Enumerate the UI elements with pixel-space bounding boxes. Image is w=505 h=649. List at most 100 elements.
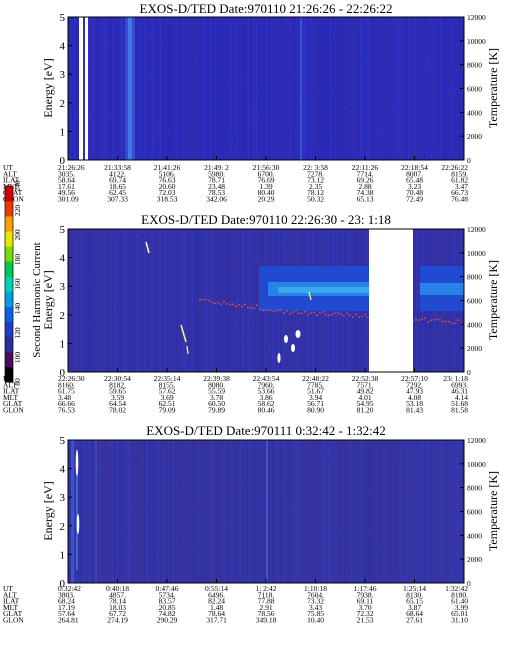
spectrogram-speck bbox=[376, 550, 378, 554]
spectrogram-column bbox=[440, 17, 441, 160]
spectrogram-column bbox=[180, 440, 181, 583]
ephemeris-cell: 7571. bbox=[357, 380, 374, 389]
spectrogram-column bbox=[188, 17, 189, 160]
spectrogram-column bbox=[84, 440, 85, 583]
spectrogram-column bbox=[120, 229, 121, 372]
spectrogram-speck bbox=[146, 473, 148, 476]
spectrogram-column bbox=[368, 17, 369, 160]
panel-3-yticks: 0 1 2 3 4 5 bbox=[60, 435, 465, 590]
spectrogram-column bbox=[216, 229, 217, 372]
spectrogram-speck bbox=[351, 575, 353, 579]
spectrogram-speck bbox=[232, 480, 234, 484]
spectrogram-column bbox=[182, 229, 183, 372]
panel-2-temperature-trace bbox=[199, 298, 462, 325]
spectrogram-speck bbox=[261, 263, 263, 266]
ephemeris-cell: 307.33 bbox=[107, 195, 128, 204]
spectrogram-column bbox=[396, 440, 397, 583]
spectrogram-column bbox=[376, 17, 377, 160]
spectrogram-column bbox=[164, 440, 165, 583]
spectrogram-column bbox=[78, 440, 79, 583]
spectrogram-speck bbox=[389, 551, 391, 553]
spectrogram-column bbox=[298, 440, 299, 583]
spectrogram-speck bbox=[231, 140, 233, 144]
spectrogram-column bbox=[190, 440, 191, 583]
spectrogram-column bbox=[276, 17, 277, 160]
spectrogram-speck bbox=[324, 557, 326, 560]
spectrogram-column bbox=[198, 229, 199, 372]
spectrogram-column bbox=[202, 17, 203, 160]
trace-dot bbox=[457, 319, 459, 321]
spectrogram-speck bbox=[293, 33, 295, 37]
spectrogram-column bbox=[406, 17, 407, 160]
spectrogram-column bbox=[434, 440, 435, 583]
ephemeris-cell: 68.24 bbox=[58, 597, 75, 606]
spectrogram-column bbox=[302, 440, 303, 583]
spectrogram-column bbox=[204, 17, 205, 160]
ephemeris-cell: 1:17:46 bbox=[354, 584, 377, 593]
spectrogram-speck bbox=[353, 136, 355, 141]
ephemeris-cell: 6700. bbox=[258, 169, 275, 178]
spectrogram-speck bbox=[220, 32, 222, 35]
trace-dot bbox=[232, 303, 234, 306]
spectrogram-column bbox=[94, 440, 95, 583]
ytick-right-label: 12000 bbox=[467, 13, 486, 22]
panel-1-ephemeris: UTALTILATMLTGLATGLON21:26:263035.58.6417… bbox=[3, 163, 468, 204]
spectrogram-column bbox=[402, 17, 403, 160]
ytick-label: 1 bbox=[60, 126, 66, 138]
panel-2-band-1-peak bbox=[278, 287, 369, 293]
spectrogram-column bbox=[350, 17, 351, 160]
spectrogram-column bbox=[108, 17, 109, 160]
ytick-right-label: 8000 bbox=[467, 61, 482, 70]
spectrogram-column bbox=[158, 229, 159, 372]
spectrogram-speck bbox=[255, 259, 257, 263]
ephemeris-cell: 74.38 bbox=[357, 188, 374, 197]
spectrogram-speck bbox=[318, 136, 320, 139]
spectrogram-column bbox=[382, 440, 383, 583]
panel-2-mark-7 bbox=[277, 353, 281, 363]
spectrogram-column bbox=[378, 440, 379, 583]
panel-2-gap bbox=[369, 229, 413, 372]
spectrogram-column bbox=[200, 17, 201, 160]
spectrogram-speck bbox=[97, 354, 99, 357]
spectrogram-column bbox=[204, 440, 205, 583]
spectrogram-column bbox=[298, 17, 299, 160]
ephemeris-cell: 74.82 bbox=[159, 609, 176, 618]
panel-3-ylabel-right: Temperature [K] bbox=[486, 471, 500, 551]
spectrogram-speck bbox=[251, 240, 253, 244]
spectrogram-column bbox=[390, 440, 391, 583]
spectrogram-column bbox=[156, 229, 157, 372]
spectrogram-column bbox=[446, 17, 447, 160]
spectrogram-column bbox=[374, 17, 375, 160]
ephemeris-cell: 21:49: 2 bbox=[204, 163, 229, 172]
panel-1-gap-2 bbox=[85, 17, 88, 160]
spectrogram-column bbox=[322, 17, 323, 160]
spectrogram-column bbox=[164, 229, 165, 372]
ephemeris-cell: 57.62 bbox=[159, 387, 176, 396]
panel-2-mark-6 bbox=[291, 344, 295, 352]
spectrogram-speck bbox=[345, 119, 347, 122]
spectrogram-column bbox=[122, 17, 123, 160]
panel-2-mark-4 bbox=[295, 330, 301, 338]
spectrogram-column bbox=[266, 17, 267, 160]
ytick-label: 2 bbox=[60, 521, 66, 533]
panel-1-gap-1 bbox=[79, 17, 83, 160]
ephemeris-cell: 22:48:22 bbox=[302, 374, 329, 383]
spectrogram-column bbox=[118, 17, 119, 160]
ephemeris-cell: 1: 2:42 bbox=[255, 584, 276, 593]
spectrogram-speck bbox=[149, 73, 151, 77]
ephemeris-cell: 79.89 bbox=[208, 406, 225, 415]
spectrogram-column bbox=[216, 17, 217, 160]
spectrogram-column bbox=[138, 17, 139, 160]
ephemeris-cell: 23.48 bbox=[208, 182, 225, 191]
spectrogram-column bbox=[72, 17, 73, 160]
spectrogram-column bbox=[136, 17, 137, 160]
spectrogram-speck bbox=[235, 320, 237, 324]
spectrogram-column bbox=[124, 229, 125, 372]
spectrogram-column bbox=[270, 440, 271, 583]
spectrogram-speck bbox=[197, 156, 199, 160]
spectrogram-column bbox=[76, 229, 77, 372]
ephemeris-row-label: ALT bbox=[3, 169, 17, 178]
trace-dot bbox=[334, 312, 336, 314]
ytick-label: 2 bbox=[60, 310, 66, 322]
spectrogram-column bbox=[322, 440, 323, 583]
